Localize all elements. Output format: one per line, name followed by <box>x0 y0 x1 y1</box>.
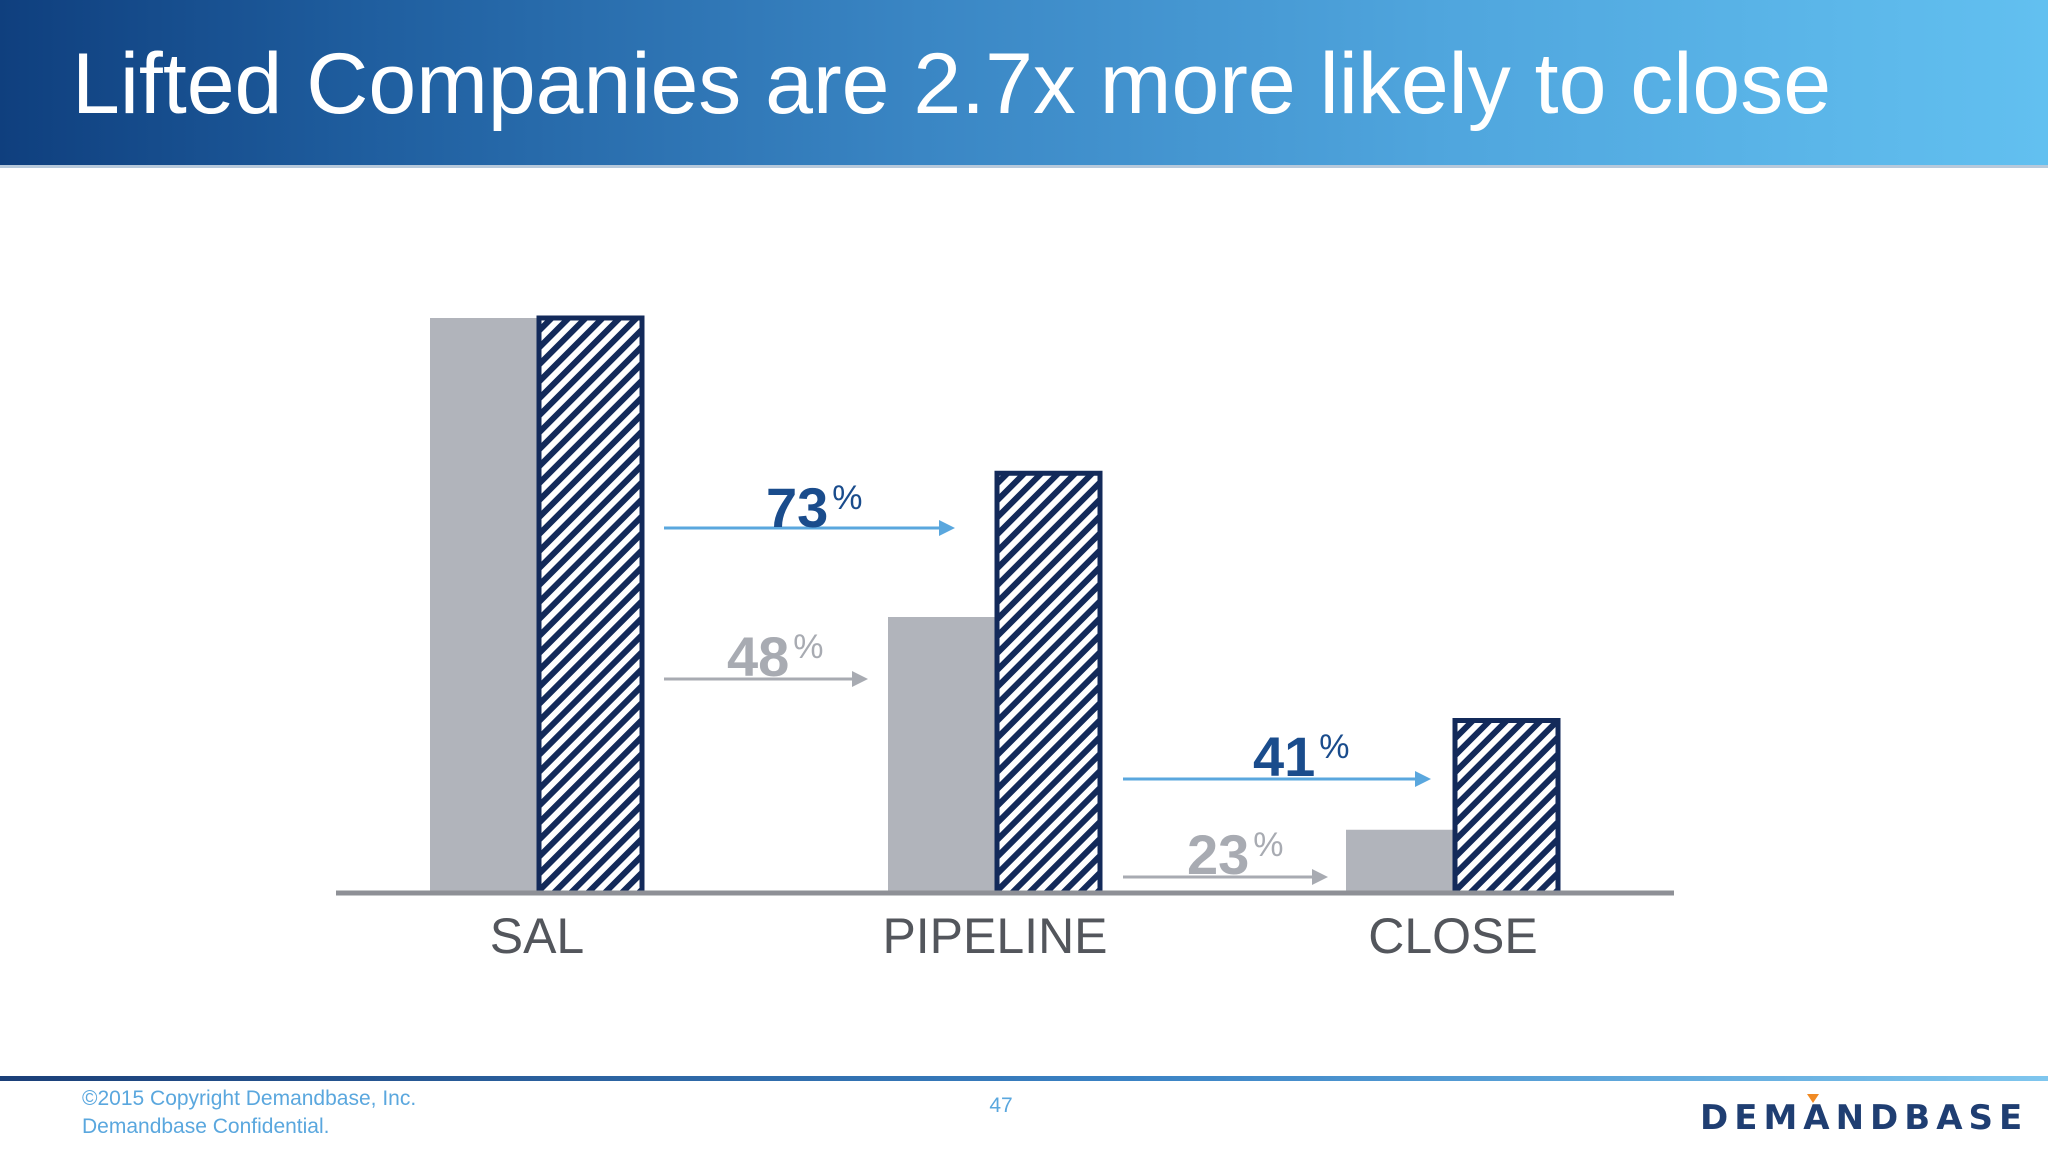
copyright-line: ©2015 Copyright Demandbase, Inc. <box>82 1087 417 1110</box>
slide-title: Lifted Companies are 2.7x more likely to… <box>72 36 1832 132</box>
footer-divider <box>0 1076 2048 1081</box>
conversion-rate-unit: % <box>1253 826 1283 864</box>
category-label: CLOSE <box>1368 908 1538 964</box>
conversion-rate-value: 48 <box>727 625 789 688</box>
conversion-rate-unit: % <box>832 479 862 517</box>
conversion-rate-unit: % <box>793 628 823 666</box>
conversion-rate-label: 48% <box>727 625 824 688</box>
demandbase-logo: DEMANDBASE <box>1700 1098 2029 1138</box>
arrow-head-icon <box>1312 869 1328 885</box>
arrow-head-icon <box>939 520 955 536</box>
title-divider <box>0 165 2048 168</box>
bar-sal-series-1 <box>536 315 645 896</box>
bar-sal-series-0 <box>430 318 537 893</box>
confidential-line: Demandbase Confidential. <box>82 1115 330 1138</box>
title-banner <box>0 0 2048 165</box>
arrow-head-icon <box>852 671 868 687</box>
logo-accent-icon <box>1807 1094 1819 1103</box>
category-label: PIPELINE <box>882 908 1107 964</box>
bar-close-series-0 <box>1346 829 1453 893</box>
bar-pipeline-series-1 <box>994 470 1103 896</box>
conversion-rate-value: 41 <box>1253 725 1315 788</box>
conversion-rate-label: 23% <box>1187 823 1284 886</box>
bar-close-series-1 <box>1452 718 1561 896</box>
page-number: 47 <box>989 1094 1013 1117</box>
copyright-notice: ©2015 Copyright Demandbase, Inc. Demandb… <box>82 1085 416 1141</box>
conversion-rate-label: 41% <box>1253 725 1350 788</box>
category-label: SAL <box>490 908 585 964</box>
conversion-rate-value: 73 <box>766 476 828 539</box>
conversion-rate-label: 73% <box>766 476 863 539</box>
bar-pipeline-series-0 <box>888 617 995 893</box>
conversion-rate-value: 23 <box>1187 823 1249 886</box>
conversion-rate-unit: % <box>1319 728 1349 766</box>
arrow-head-icon <box>1415 771 1431 787</box>
